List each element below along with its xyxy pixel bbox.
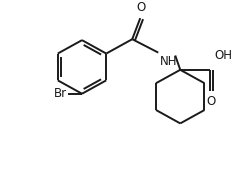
Text: NH: NH <box>160 55 178 67</box>
Text: O: O <box>137 1 146 14</box>
Text: Br: Br <box>54 87 67 100</box>
Text: OH: OH <box>214 49 232 62</box>
Text: O: O <box>207 95 216 108</box>
